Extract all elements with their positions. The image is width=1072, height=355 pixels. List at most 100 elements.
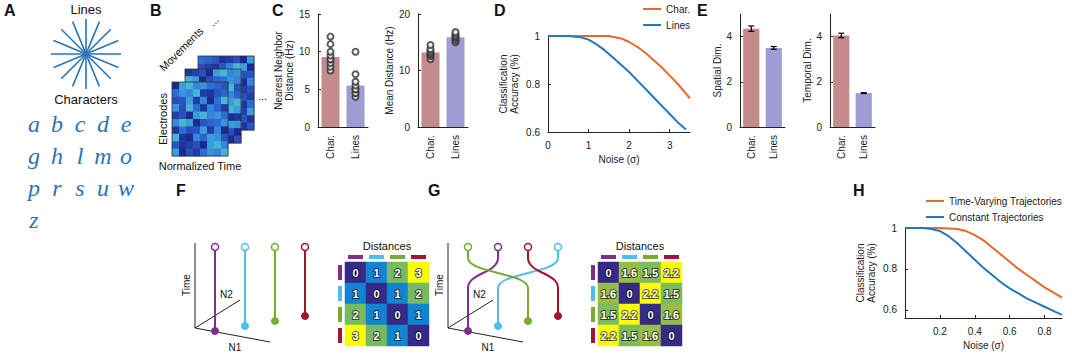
svg-text:Char.: Char. <box>746 135 757 159</box>
svg-text:10: 10 <box>399 65 411 76</box>
svg-text:Distances: Distances <box>363 240 412 252</box>
svg-text:3: 3 <box>415 267 421 279</box>
svg-text:Movements: Movements <box>157 24 206 73</box>
svg-text:Nearest Neighbor: Nearest Neighbor <box>273 31 284 110</box>
svg-text:1: 1 <box>891 223 897 234</box>
svg-text:0.8: 0.8 <box>883 263 897 274</box>
svg-text:N2: N2 <box>220 289 233 300</box>
svg-text:0.8: 0.8 <box>526 79 540 90</box>
svg-text:...: ... <box>206 13 221 28</box>
svg-text:D: D <box>494 2 506 19</box>
svg-text:1: 1 <box>586 140 592 151</box>
svg-text:0.6: 0.6 <box>1003 326 1017 337</box>
svg-text:Spatial Dim.: Spatial Dim. <box>712 44 723 98</box>
svg-text:2: 2 <box>394 267 400 279</box>
svg-text:2: 2 <box>816 76 822 87</box>
svg-text:1: 1 <box>394 330 400 342</box>
svg-text:Mean Distance (Hz): Mean Distance (Hz) <box>384 26 395 114</box>
svg-text:0: 0 <box>726 122 732 133</box>
svg-text:2.2: 2.2 <box>622 309 637 321</box>
svg-text:0: 0 <box>668 330 674 342</box>
svg-text:Time: Time <box>434 274 445 296</box>
svg-text:2: 2 <box>352 309 358 321</box>
svg-text:z: z <box>28 207 39 233</box>
svg-text:Distance (Hz): Distance (Hz) <box>284 40 295 101</box>
svg-text:H: H <box>853 182 865 199</box>
svg-text:Lines: Lines <box>666 20 690 31</box>
svg-text:Time-Varying Trajectories: Time-Varying Trajectories <box>949 196 1062 207</box>
svg-text:0.4: 0.4 <box>968 326 982 337</box>
svg-text:0: 0 <box>647 309 653 321</box>
svg-text:b: b <box>51 111 63 137</box>
svg-text:c: c <box>75 111 86 137</box>
svg-text:0.6: 0.6 <box>526 127 540 138</box>
svg-text:0: 0 <box>415 330 421 342</box>
svg-text:1.6: 1.6 <box>622 267 637 279</box>
svg-text:Lines: Lines <box>450 135 461 159</box>
svg-text:0: 0 <box>304 122 310 133</box>
svg-text:0: 0 <box>404 122 410 133</box>
svg-text:r: r <box>52 175 62 201</box>
svg-text:Characters: Characters <box>54 92 118 107</box>
svg-text:Accuracy (%): Accuracy (%) <box>866 243 877 302</box>
svg-text:1.6: 1.6 <box>601 288 616 300</box>
svg-text:E: E <box>697 2 708 19</box>
svg-text:0.2: 0.2 <box>933 326 947 337</box>
svg-text:2.2: 2.2 <box>643 288 658 300</box>
svg-text:Lines: Lines <box>858 135 869 159</box>
svg-text:Char.: Char. <box>836 135 847 159</box>
svg-text:Time: Time <box>181 274 192 296</box>
svg-text:2: 2 <box>415 288 421 300</box>
svg-text:Noise (σ): Noise (σ) <box>598 154 639 165</box>
svg-text:0: 0 <box>545 140 551 151</box>
svg-text:w: w <box>118 175 134 201</box>
svg-text:G: G <box>428 182 440 199</box>
svg-text:0.6: 0.6 <box>883 304 897 315</box>
svg-text:2: 2 <box>626 140 632 151</box>
svg-text:Temporal Dim.: Temporal Dim. <box>802 38 813 102</box>
svg-text:Lines: Lines <box>768 135 779 159</box>
svg-text:o: o <box>120 143 132 169</box>
svg-text:20: 20 <box>399 9 411 20</box>
svg-text:0: 0 <box>605 267 611 279</box>
svg-text:1: 1 <box>373 267 379 279</box>
svg-text:C: C <box>272 2 284 19</box>
svg-text:1: 1 <box>415 309 421 321</box>
svg-text:g: g <box>28 143 40 169</box>
svg-text:2.2: 2.2 <box>664 267 679 279</box>
svg-text:l: l <box>77 143 84 169</box>
svg-text:a: a <box>28 111 40 137</box>
svg-text:d: d <box>97 111 110 137</box>
svg-text:10: 10 <box>299 46 311 57</box>
svg-text:3: 3 <box>667 140 673 151</box>
svg-text:2.2: 2.2 <box>601 330 616 342</box>
svg-text:1.6: 1.6 <box>664 309 679 321</box>
svg-text:2: 2 <box>373 330 379 342</box>
svg-text:1: 1 <box>394 288 400 300</box>
svg-text:0: 0 <box>816 122 822 133</box>
svg-text:u: u <box>97 175 109 201</box>
svg-text:0: 0 <box>626 288 632 300</box>
svg-text:Accuracy (%): Accuracy (%) <box>509 54 520 113</box>
svg-text:1.5: 1.5 <box>643 267 658 279</box>
svg-text:0: 0 <box>373 288 379 300</box>
svg-text:1.6: 1.6 <box>643 330 658 342</box>
svg-text:4: 4 <box>816 31 822 42</box>
svg-text:2: 2 <box>726 76 732 87</box>
svg-text:Classification: Classification <box>855 244 866 303</box>
svg-text:Char.: Char. <box>666 4 690 15</box>
svg-text:Char.: Char. <box>425 135 436 159</box>
svg-text:1: 1 <box>534 31 540 42</box>
svg-text:Classification: Classification <box>498 55 509 114</box>
svg-text:s: s <box>75 175 84 201</box>
svg-text:Lines: Lines <box>350 135 361 159</box>
svg-text:0: 0 <box>394 309 400 321</box>
svg-text:0.8: 0.8 <box>1038 326 1052 337</box>
svg-text:m: m <box>94 143 111 169</box>
svg-text:...: ... <box>258 90 267 102</box>
svg-text:Distances: Distances <box>616 240 665 252</box>
svg-text:A: A <box>4 2 16 19</box>
svg-text:0: 0 <box>352 267 358 279</box>
svg-text:Char.: Char. <box>325 135 336 159</box>
svg-text:N2: N2 <box>473 289 486 300</box>
